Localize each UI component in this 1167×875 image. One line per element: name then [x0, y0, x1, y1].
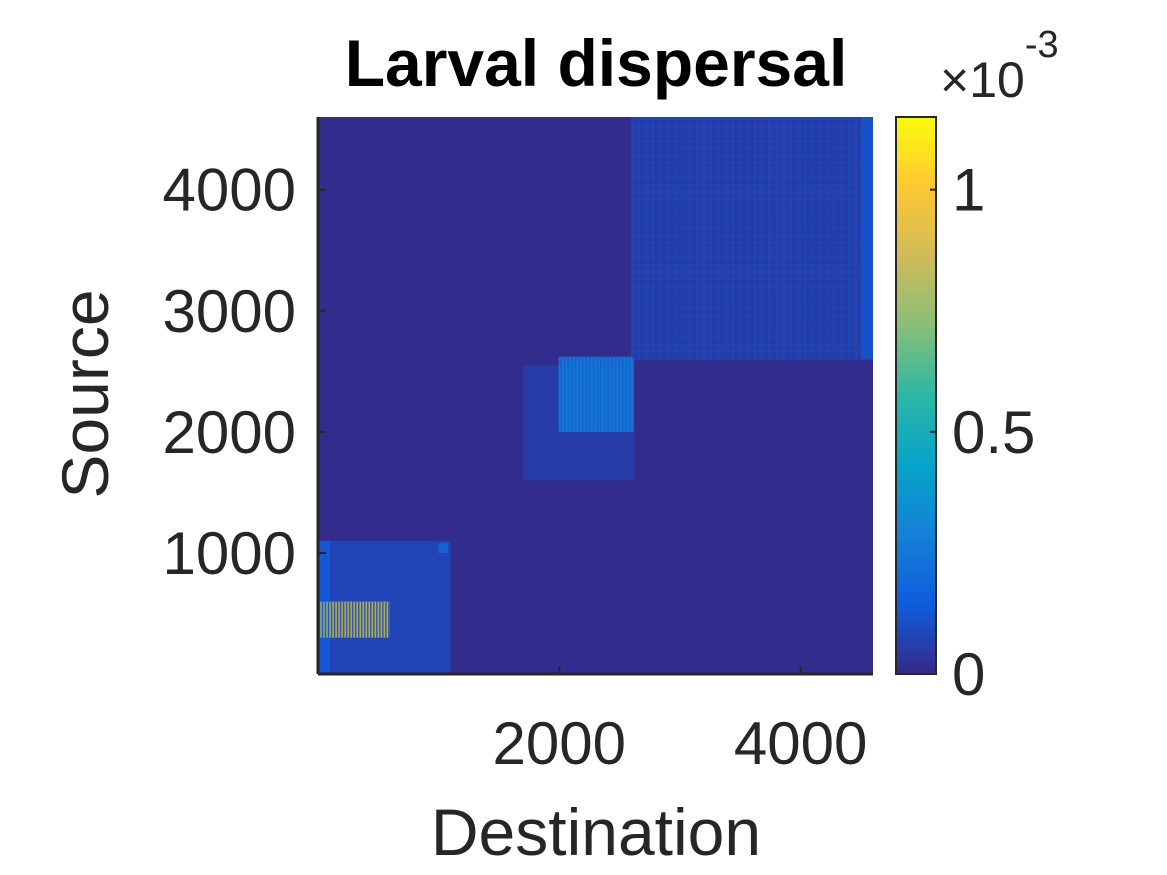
colorbar-gradient	[895, 116, 937, 675]
colorbar-tick-label: 0	[952, 641, 985, 708]
heatmap-block-3	[438, 543, 449, 554]
chart-title: Larval dispersal	[345, 26, 848, 100]
x-axis-ticks: 2000 4000	[492, 666, 867, 777]
x-tick-label: 2000	[492, 710, 625, 777]
y-tick-label: 4000	[163, 157, 296, 224]
y-axis-ticks: 1000 2000 3000 4000	[163, 157, 326, 587]
plot-area	[317, 117, 873, 674]
x-axis-label: Destination	[431, 795, 761, 869]
heatmap-block-5	[559, 356, 635, 432]
y-axis-label: Source	[48, 289, 122, 498]
colorbar-ticks: 00.51	[930, 157, 1035, 708]
colorbar: 00.51 ×10-3	[895, 24, 1059, 708]
heatmap-block-7	[860, 117, 873, 360]
colorbar-tick-label: 1	[952, 157, 985, 224]
y-tick-label: 2000	[163, 399, 296, 466]
colorbar-multiplier-base: ×10	[940, 52, 1025, 108]
y-tick-label: 3000	[163, 278, 296, 345]
x-tick-label: 4000	[734, 710, 867, 777]
colorbar-tick-label: 0.5	[952, 399, 1035, 466]
heatmap-texture	[317, 117, 873, 638]
colorbar-multiplier-exponent: -3	[1025, 24, 1059, 66]
colorbar-multiplier: ×10-3	[940, 24, 1059, 108]
y-tick-label: 1000	[163, 520, 296, 587]
heatmap-block-6	[631, 117, 873, 360]
